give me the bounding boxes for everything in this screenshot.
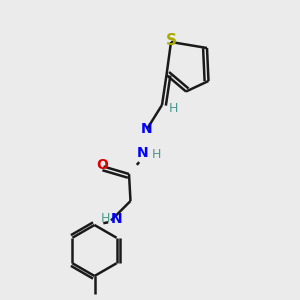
Text: H: H: [169, 101, 178, 115]
Text: N: N: [141, 122, 153, 136]
Text: N: N: [137, 146, 148, 160]
Text: H: H: [151, 148, 161, 161]
Text: O: O: [96, 158, 108, 172]
Text: S: S: [166, 33, 176, 48]
Text: N: N: [111, 212, 123, 226]
Text: H: H: [100, 212, 110, 226]
